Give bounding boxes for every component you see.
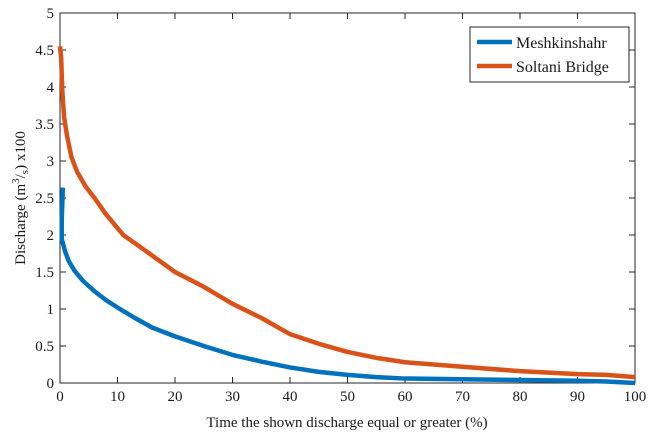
x-tick-label: 0 [56,389,64,405]
y-tick-label: 3 [47,154,55,170]
y-axis-title-part-1: Discharge (m [13,184,29,265]
legend-label-soltani-bridge: Soltani Bridge [516,59,609,76]
y-axis-title-part-2: ) x100 [13,131,29,170]
legend: Meshkinshahr Soltani Bridge [469,26,630,83]
y-axis: 0 0.5 1 1.5 2 2.5 3 3.5 4 4.5 5 [35,6,635,392]
y-tick-label: 5 [47,6,55,22]
y-tick-label: 2 [47,228,55,244]
legend-box [469,26,630,83]
x-tick-label: 100 [624,389,647,405]
y-axis-title-subscript: s [19,170,31,174]
y-axis-title-superscript: 3 [10,178,22,184]
y-tick-label: 1 [47,302,55,318]
x-axis: 0 10 20 30 40 50 60 70 80 90 100 [56,13,646,405]
y-axis-title: Discharge (m3/s) x100 [10,131,31,265]
y-tick-label: 0 [47,376,55,392]
x-tick-label: 50 [340,389,355,405]
y-tick-label: 2.5 [35,191,54,207]
y-tick-label: 1.5 [35,265,54,281]
x-tick-label: 60 [398,389,413,405]
x-tick-label: 30 [225,389,240,405]
x-tick-label: 20 [168,389,183,405]
y-tick-label: 4 [47,80,55,96]
y-tick-label: 3.5 [35,117,54,133]
x-tick-label: 40 [283,389,298,405]
x-tick-label: 90 [570,389,585,405]
x-tick-label: 10 [110,389,125,405]
y-tick-label: 4.5 [35,43,54,59]
x-tick-label: 70 [455,389,470,405]
x-axis-title: Time the shown discharge equal or greate… [206,415,487,431]
series-line-meshkinshahr [59,187,636,386]
series-layer [57,46,636,386]
series-line-soltani-bridge [57,46,636,380]
y-tick-label: 0.5 [35,339,54,355]
legend-label-meshkinshahr: Meshkinshahr [516,35,607,52]
y-axis-title-slash: / [13,173,29,178]
x-tick-label: 80 [513,389,528,405]
